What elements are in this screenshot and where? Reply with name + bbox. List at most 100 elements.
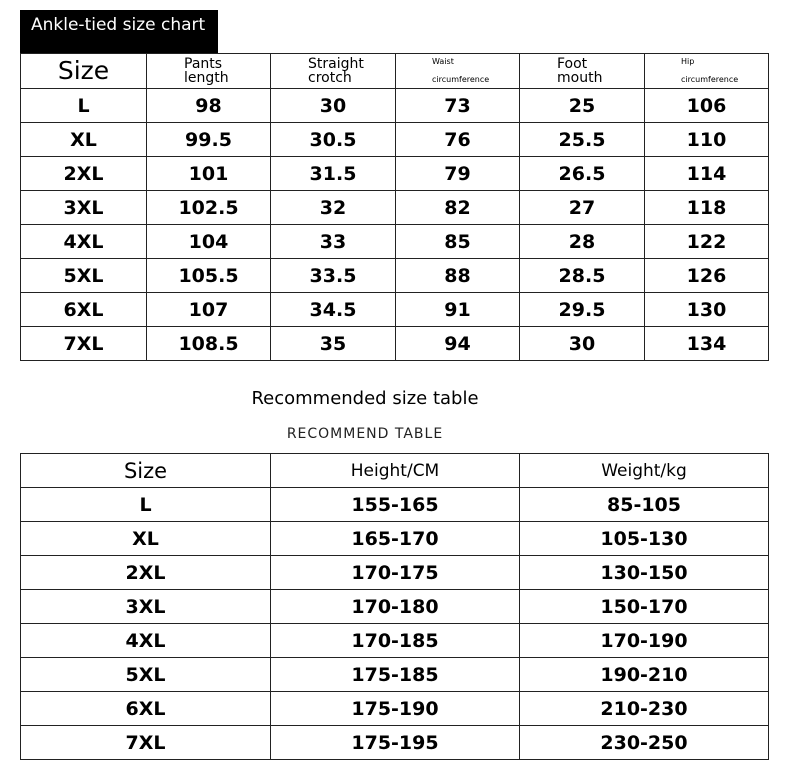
value-cell: 33 xyxy=(270,224,396,259)
size-cell: XL xyxy=(20,122,147,157)
header-text: mouth xyxy=(557,70,603,86)
value-cell: 29.5 xyxy=(519,292,645,327)
table-row: 4XL 170-185 170-190 xyxy=(20,623,769,658)
value-cell: 26.5 xyxy=(519,156,645,191)
table-row: 3XL 102.5 32 82 27 118 xyxy=(20,190,769,225)
recommended-table-subtitle: RECOMMEND TABLE xyxy=(286,426,444,442)
recommended-size-table: Size Height/CM Weight/kg L 155-165 85-105 XL 16… xyxy=(20,453,769,760)
header-text: Pants xyxy=(184,56,223,72)
value-cell: 170-190 xyxy=(519,623,769,658)
value-cell: 105-130 xyxy=(519,521,769,556)
table-row: 2XL 170-175 130-150 xyxy=(20,555,769,590)
value-cell: 134 xyxy=(644,326,769,361)
header-text: crotch xyxy=(308,70,352,86)
value-cell: 30 xyxy=(270,88,396,123)
value-cell: 33.5 xyxy=(270,258,396,293)
value-cell: 170-180 xyxy=(270,589,520,624)
size-chart-title: Ankle-tied size chart xyxy=(20,10,218,53)
header-text: Straight xyxy=(308,56,364,72)
value-cell: 28 xyxy=(519,224,645,259)
table-row: 3XL 170-180 150-170 xyxy=(20,589,769,624)
size-cell: 4XL xyxy=(20,224,147,259)
value-cell: 30.5 xyxy=(270,122,396,157)
column-header: Foot mouth xyxy=(519,53,645,89)
ankle-tied-size-table: Size Pants length Straight crotch Waist circum… xyxy=(20,53,769,361)
value-cell: 175-190 xyxy=(270,691,520,726)
size-cell: 7XL xyxy=(20,326,147,361)
value-cell: 104 xyxy=(146,224,271,259)
value-cell: 85 xyxy=(395,224,520,259)
value-cell: 126 xyxy=(644,258,769,293)
value-cell: 73 xyxy=(395,88,520,123)
value-cell: 114 xyxy=(644,156,769,191)
value-cell: 25.5 xyxy=(519,122,645,157)
size-cell: 3XL xyxy=(20,589,271,624)
size-cell: 7XL xyxy=(20,725,271,760)
value-cell: 99.5 xyxy=(146,122,271,157)
value-cell: 130 xyxy=(644,292,769,327)
header-text: length xyxy=(184,70,229,86)
size-cell: L xyxy=(20,487,271,522)
header-row: Size Pants length Straight crotch Waist circum… xyxy=(20,53,769,89)
value-cell: 170-185 xyxy=(270,623,520,658)
value-cell: 170-175 xyxy=(270,555,520,590)
value-cell: 88 xyxy=(395,258,520,293)
table-row: 6XL 175-190 210-230 xyxy=(20,691,769,726)
value-cell: 106 xyxy=(644,88,769,123)
value-cell: 82 xyxy=(395,190,520,225)
value-cell: 98 xyxy=(146,88,271,123)
column-header: Pants length xyxy=(146,53,271,89)
value-cell: 30 xyxy=(519,326,645,361)
value-cell: 28.5 xyxy=(519,258,645,293)
value-cell: 175-195 xyxy=(270,725,520,760)
column-header: Waist circumference xyxy=(395,53,520,89)
value-cell: 102.5 xyxy=(146,190,271,225)
table-row: 4XL 104 33 85 28 122 xyxy=(20,224,769,259)
value-cell: 91 xyxy=(395,292,520,327)
column-header: Size xyxy=(20,453,271,488)
value-cell: 105.5 xyxy=(146,258,271,293)
value-cell: 108.5 xyxy=(146,326,271,361)
size-cell: XL xyxy=(20,521,271,556)
table-row: XL 165-170 105-130 xyxy=(20,521,769,556)
header-text: circumference xyxy=(432,75,490,84)
column-header: Size xyxy=(20,53,147,89)
table-row: 2XL 101 31.5 79 26.5 114 xyxy=(20,156,769,191)
value-cell: 210-230 xyxy=(519,691,769,726)
value-cell: 107 xyxy=(146,292,271,327)
table-row: 6XL 107 34.5 91 29.5 130 xyxy=(20,292,769,327)
value-cell: 35 xyxy=(270,326,396,361)
value-cell: 34.5 xyxy=(270,292,396,327)
column-header: Straight crotch xyxy=(270,53,396,89)
value-cell: 165-170 xyxy=(270,521,520,556)
value-cell: 155-165 xyxy=(270,487,520,522)
value-cell: 94 xyxy=(395,326,520,361)
size-cell: 6XL xyxy=(20,292,147,327)
size-cell: 3XL xyxy=(20,190,147,225)
value-cell: 79 xyxy=(395,156,520,191)
header-text: circumference xyxy=(681,75,739,84)
value-cell: 32 xyxy=(270,190,396,225)
header-row: Size Height/CM Weight/kg xyxy=(20,453,769,488)
table-row: L 98 30 73 25 106 xyxy=(20,88,769,123)
value-cell: 76 xyxy=(395,122,520,157)
table-row: 7XL 175-195 230-250 xyxy=(20,725,769,760)
header-text: Waist xyxy=(432,57,454,66)
table-row: L 155-165 85-105 xyxy=(20,487,769,522)
value-cell: 101 xyxy=(146,156,271,191)
size-cell: 2XL xyxy=(20,555,271,590)
value-cell: 190-210 xyxy=(519,657,769,692)
column-header: Hip circumference xyxy=(644,53,769,89)
size-cell: 5XL xyxy=(20,657,271,692)
table-row: XL 99.5 30.5 76 25.5 110 xyxy=(20,122,769,157)
recommended-table-title: Recommended size table xyxy=(251,388,479,409)
size-cell: 6XL xyxy=(20,691,271,726)
value-cell: 175-185 xyxy=(270,657,520,692)
value-cell: 230-250 xyxy=(519,725,769,760)
value-cell: 122 xyxy=(644,224,769,259)
header-text: Foot xyxy=(557,56,588,72)
value-cell: 130-150 xyxy=(519,555,769,590)
size-cell: L xyxy=(20,88,147,123)
column-header: Height/CM xyxy=(270,453,520,488)
value-cell: 25 xyxy=(519,88,645,123)
